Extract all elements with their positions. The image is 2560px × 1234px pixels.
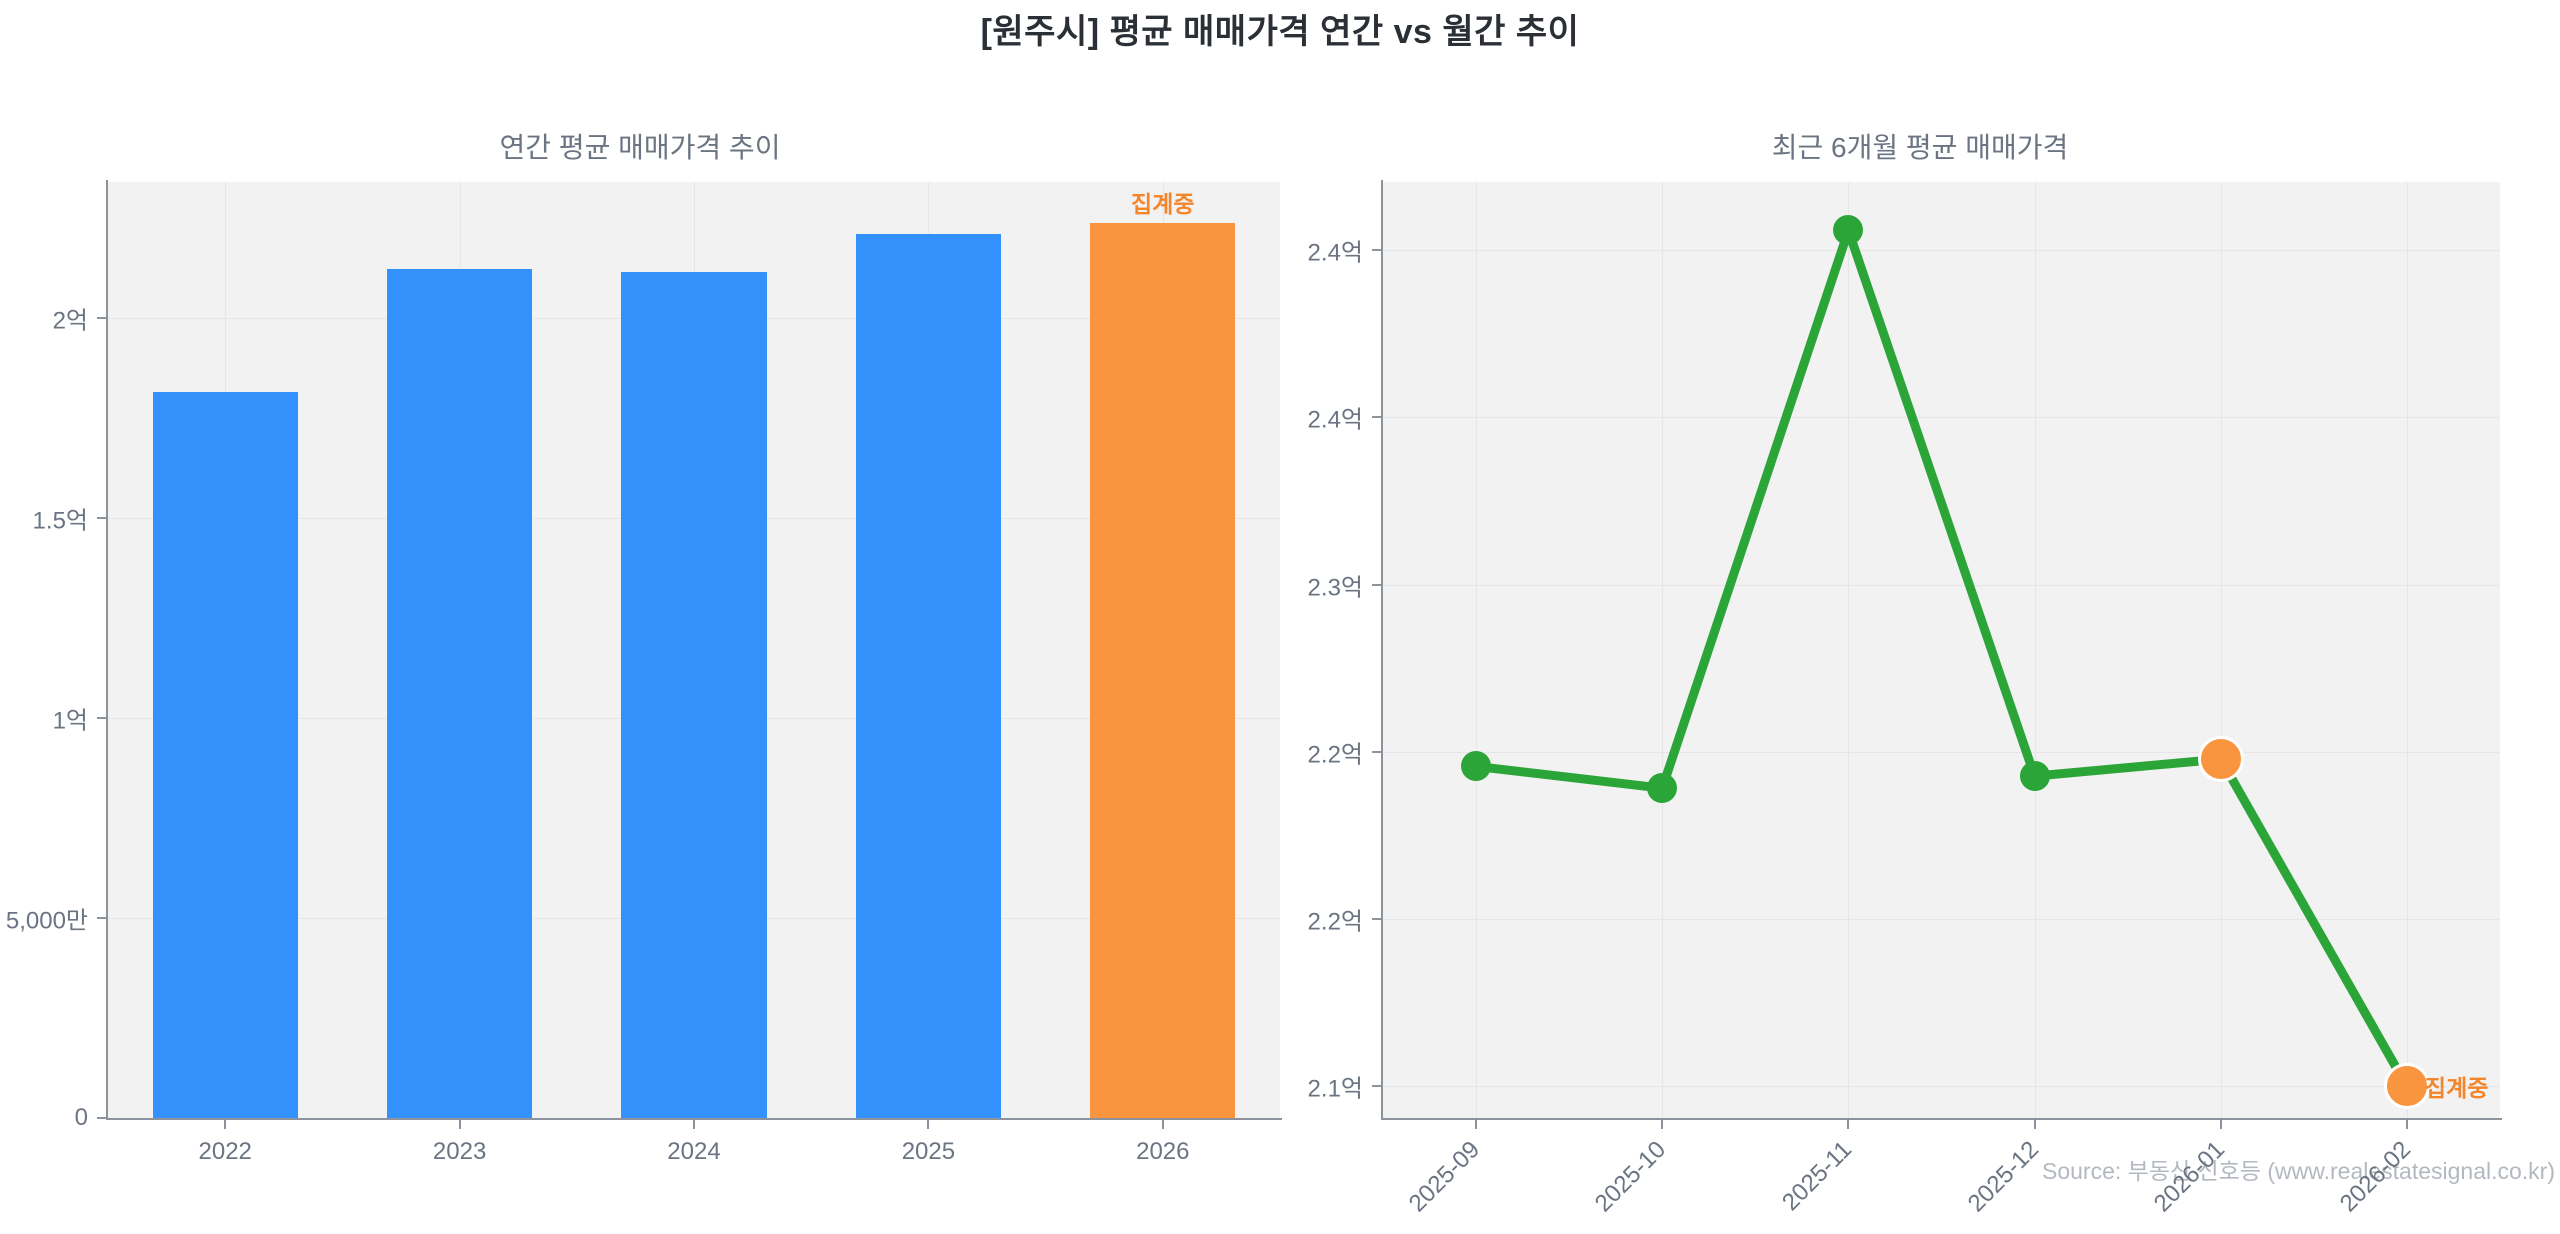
bar-y-tick bbox=[97, 517, 106, 519]
bar-y-tick bbox=[97, 317, 106, 319]
bar-chart-panel: 연간 평균 매매가격 추이 bbox=[499, 132, 781, 163]
line-x-tick bbox=[1661, 1120, 1664, 1129]
line-x-tick bbox=[2219, 1120, 2222, 1129]
line-gridline bbox=[1383, 751, 2500, 753]
bar-x-tick-label: 2025 bbox=[901, 1138, 956, 1165]
line-point-2025-09[interactable] bbox=[1461, 751, 1492, 782]
line-y-tick-label: 2.4억 bbox=[1307, 239, 1363, 267]
bar-2025[interactable] bbox=[855, 234, 1002, 1118]
bar-y-tick-label: 2억 bbox=[52, 307, 88, 335]
line-chart-title: 최근 6개월 평균 매매가격 bbox=[1771, 132, 2069, 163]
line-y-tick-label: 2.2억 bbox=[1307, 908, 1363, 936]
bar-x-tick-label: 2024 bbox=[667, 1138, 721, 1165]
bar-2023[interactable] bbox=[386, 269, 533, 1118]
bar-x-tick bbox=[458, 1120, 461, 1129]
line-gridline bbox=[1383, 584, 2500, 586]
bar-x-tick bbox=[1161, 1120, 1164, 1129]
line-gridline bbox=[1383, 919, 2500, 921]
line-x-tick bbox=[2405, 1120, 2408, 1129]
line-x-axis-line bbox=[1381, 1118, 2502, 1120]
line-vgridline bbox=[2406, 182, 2408, 1118]
bar-x-tick-label: 2022 bbox=[198, 1138, 252, 1165]
bar-y-tick-label: 1억 bbox=[52, 707, 88, 735]
line-series-path bbox=[1471, 225, 2412, 1091]
line-y-tick bbox=[1372, 416, 1381, 419]
page-title: [원주시] 평균 매매가격 연간 vs 월간 추이 bbox=[980, 12, 1580, 51]
bar-y-tick bbox=[97, 717, 106, 719]
bar-2026[interactable] bbox=[1090, 222, 1236, 1118]
line-y-tick-label: 2.1억 bbox=[1307, 1075, 1363, 1103]
bar-x-tick bbox=[224, 1120, 227, 1129]
bar-x-tick-label: 2026 bbox=[1136, 1138, 1190, 1165]
line-point-2026-01[interactable] bbox=[2197, 736, 2244, 783]
bar-y-tick-label: 1.5억 bbox=[32, 507, 88, 535]
line-y-tick-label: 2.2억 bbox=[1307, 741, 1363, 769]
line-x-tick bbox=[1847, 1120, 1850, 1129]
bar-plot-area bbox=[108, 182, 1280, 1118]
bar-x-tick bbox=[693, 1120, 695, 1129]
line-y-tick-label: 2.4억 bbox=[1307, 406, 1363, 434]
line-chart-panel: 최근 6개월 평균 매매가격 bbox=[1280, 0, 2560, 1234]
bar-y-tick-label: 0 bbox=[74, 1104, 88, 1131]
line-x-tick bbox=[1475, 1120, 1478, 1129]
bar-x-axis-line bbox=[106, 1118, 1282, 1120]
line-point-2025-10[interactable] bbox=[1647, 773, 1678, 804]
line-plot-area bbox=[1383, 182, 2500, 1118]
bar-y-tick-label: 5,000만 bbox=[5, 907, 88, 935]
line-gridline bbox=[1383, 1086, 2500, 1088]
line-y-tick bbox=[1372, 918, 1381, 921]
line-vgridline bbox=[1662, 182, 1664, 1118]
bar-2022[interactable] bbox=[152, 392, 298, 1118]
bar-chart-title: 연간 평균 매매가격 추이 bbox=[499, 132, 781, 163]
bar-2024[interactable] bbox=[621, 272, 767, 1118]
line-point-2025-12[interactable] bbox=[2019, 761, 2050, 792]
line-vgridline bbox=[2220, 182, 2222, 1118]
line-x-tick bbox=[2033, 1120, 2036, 1129]
line-y-tick bbox=[1372, 1085, 1381, 1088]
line-y-tick bbox=[1372, 750, 1381, 753]
line-gridline bbox=[1383, 249, 2500, 251]
bar-x-tick bbox=[927, 1120, 930, 1129]
bar-y-tick bbox=[97, 1117, 106, 1119]
line-annotation: 집계중 bbox=[2424, 1075, 2489, 1102]
bar-y-tick bbox=[97, 917, 106, 919]
line-y-tick bbox=[1372, 248, 1381, 251]
line-y-tick bbox=[1372, 583, 1381, 586]
line-gridline bbox=[1383, 417, 2500, 419]
source-note: Source: 부동산 신호등 (www.realestatesignal.co… bbox=[2042, 1158, 2555, 1184]
line-vgridline bbox=[1476, 182, 1478, 1118]
bar-x-tick-label: 2023 bbox=[432, 1138, 487, 1165]
line-vgridline bbox=[2034, 182, 2036, 1118]
line-y-tick-label: 2.3억 bbox=[1307, 574, 1363, 602]
line-y-axis-line bbox=[1381, 180, 1383, 1120]
bar-annotation: 집계중 bbox=[1131, 190, 1195, 217]
line-point-2026-02[interactable] bbox=[2383, 1063, 2430, 1110]
line-vgridline bbox=[1848, 182, 1850, 1118]
line-point-2025-11[interactable] bbox=[1833, 215, 1864, 246]
bar-y-axis-line bbox=[106, 180, 108, 1120]
